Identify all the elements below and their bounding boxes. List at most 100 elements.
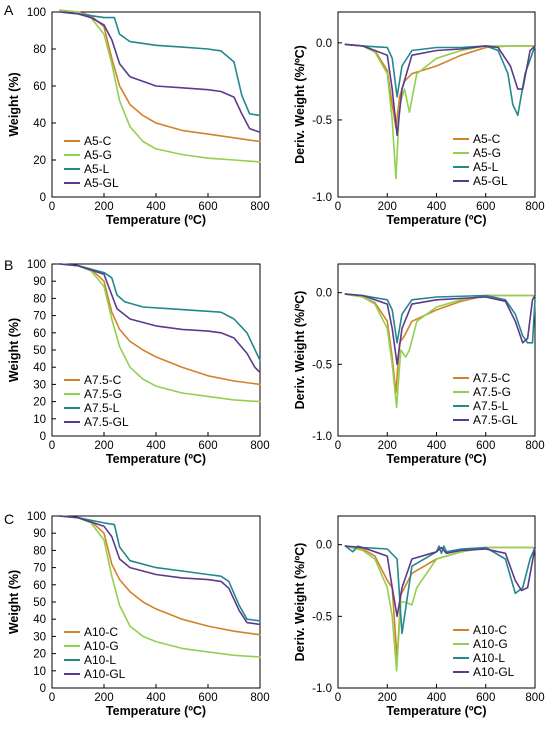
- x-tick-label: 800: [525, 440, 544, 452]
- legend-label: A7.5-G: [84, 387, 122, 401]
- y-tick-label: -0.5: [312, 611, 332, 623]
- y-tick-label: 80: [33, 44, 46, 56]
- series-line-A10-L: [344, 545, 536, 635]
- legend-label: A10-L: [473, 651, 505, 665]
- panel-letter-a: A: [4, 2, 14, 18]
- legend-label: A7.5-L: [473, 399, 509, 413]
- y-tick-label: 90: [33, 528, 46, 540]
- plot-frame: [337, 11, 536, 198]
- y-tick-label: 60: [33, 81, 46, 93]
- x-tick-label: 200: [378, 201, 397, 213]
- y-tick-label: 60: [33, 580, 46, 592]
- x-tick-label: 400: [146, 201, 165, 213]
- y-tick-label: 0: [40, 192, 46, 204]
- chart-2: 0 200 400 600 800 0 10 20 30 40 50 60 70 80 90 100 Tempe…: [7, 259, 270, 466]
- panel-letter-b: B: [4, 257, 13, 273]
- x-tick-label: 400: [427, 201, 446, 213]
- y-tick-label: 70: [33, 563, 46, 575]
- legend-label: A10-GL: [84, 667, 126, 681]
- chart-5: 0 200 400 600 800 -1.0 -0.5 0.0 Temperature (ºC)…: [293, 515, 545, 718]
- y-tick-label: 60: [33, 328, 46, 340]
- legend-label: A10-G: [473, 637, 508, 651]
- legend-label: A5-GL: [473, 174, 508, 188]
- series-line-A5-GL: [59, 11, 261, 134]
- y-tick-label: 30: [33, 631, 46, 643]
- y-tick-label: 50: [33, 345, 46, 357]
- x-tick-label: 400: [146, 692, 165, 704]
- x-tick-label: 0: [49, 440, 55, 452]
- y-tick-label: 90: [33, 276, 46, 288]
- x-tick-label: 800: [525, 692, 544, 704]
- x-axis-label: Temperature (ºC): [106, 452, 206, 466]
- x-axis-label: Temperature (ºC): [386, 213, 486, 227]
- x-tick-label: 0: [49, 692, 55, 704]
- y-tick-label: 20: [33, 397, 46, 409]
- y-tick-label: 0: [40, 431, 46, 443]
- x-tick-label: 600: [198, 692, 217, 704]
- y-tick-label: 100: [27, 259, 46, 271]
- y-tick-label: 0.0: [316, 288, 332, 300]
- chart-0: 0 200 400 600 800 0 20 40 60 80 100 Temperature (ºC…: [7, 7, 270, 227]
- y-tick-label: 0.0: [316, 38, 332, 50]
- legend-label: A7.5-C: [84, 373, 122, 387]
- legend-label: A10-GL: [473, 665, 515, 679]
- y-tick-label: -1.0: [312, 683, 332, 695]
- y-tick-label: 80: [33, 545, 46, 557]
- x-tick-label: 400: [427, 440, 446, 452]
- series-line-A10-L: [59, 515, 261, 622]
- y-tick-label: 20: [33, 155, 46, 167]
- legend-label: A10-L: [84, 653, 116, 667]
- y-axis-label: Weight (%): [7, 318, 21, 382]
- chart-4: 0 200 400 600 800 0 10 20 30 40 50 60 70 80 90 100 Tempe…: [7, 511, 270, 718]
- series-line-A7.5-G: [344, 293, 536, 409]
- x-tick-label: 0: [49, 201, 55, 213]
- x-axis-label: Temperature (ºC): [386, 704, 486, 718]
- series-line-A10-GL: [344, 545, 536, 618]
- x-tick-label: 600: [198, 201, 217, 213]
- chart-1: 0 200 400 600 800 -1.0 -0.5 0.0 Temperature (ºC)…: [293, 11, 545, 227]
- series-line-A5-L: [344, 43, 536, 117]
- x-tick-label: 800: [525, 201, 544, 213]
- series-line-A7.5-L: [59, 263, 261, 362]
- y-tick-label: -0.5: [312, 115, 332, 127]
- legend-label: A5-L: [473, 160, 499, 174]
- y-tick-label: 40: [33, 118, 46, 130]
- y-tick-label: 100: [27, 7, 46, 19]
- x-axis-label: Temperature (ºC): [106, 704, 206, 718]
- plot-frame: [337, 515, 536, 689]
- legend-label: A5-G: [84, 148, 112, 162]
- legend-label: A7.5-C: [473, 371, 511, 385]
- x-tick-label: 200: [378, 692, 397, 704]
- legend-label: A5-C: [84, 134, 112, 148]
- series-line-A5-GL: [344, 43, 536, 137]
- x-tick-label: 400: [427, 692, 446, 704]
- series-line-A7.5-GL: [344, 293, 536, 366]
- y-tick-label: -1.0: [312, 431, 332, 443]
- legend-label: A10-C: [84, 625, 118, 639]
- y-axis-label: Weight (%): [7, 72, 21, 136]
- y-tick-label: 40: [33, 614, 46, 626]
- y-tick-label: -1.0: [312, 192, 332, 204]
- legend-label: A5-C: [473, 132, 501, 146]
- legend-label: A7.5-L: [84, 401, 120, 415]
- legend-label: A5-G: [473, 146, 501, 160]
- series-line-A10-G: [344, 545, 536, 672]
- series-line-A10-G: [59, 515, 261, 658]
- series-line-A10-GL: [59, 515, 261, 626]
- y-axis-label: Deriv. Weight (%/ºC): [293, 45, 307, 164]
- legend-label: A7.5-GL: [84, 415, 129, 429]
- x-tick-label: 200: [94, 440, 113, 452]
- series-line-A7.5-GL: [59, 263, 261, 374]
- series-line-A5-C: [59, 9, 261, 143]
- series-line-A7.5-C: [59, 263, 261, 386]
- y-tick-label: -0.5: [312, 359, 332, 371]
- x-tick-label: 600: [476, 440, 495, 452]
- series-line-A5-G: [344, 43, 536, 180]
- y-tick-label: 0.0: [316, 540, 332, 552]
- y-tick-label: 100: [27, 511, 46, 523]
- y-tick-label: 50: [33, 597, 46, 609]
- x-tick-label: 200: [378, 440, 397, 452]
- y-axis-label: Weight (%): [7, 570, 21, 634]
- x-tick-label: 0: [335, 201, 341, 213]
